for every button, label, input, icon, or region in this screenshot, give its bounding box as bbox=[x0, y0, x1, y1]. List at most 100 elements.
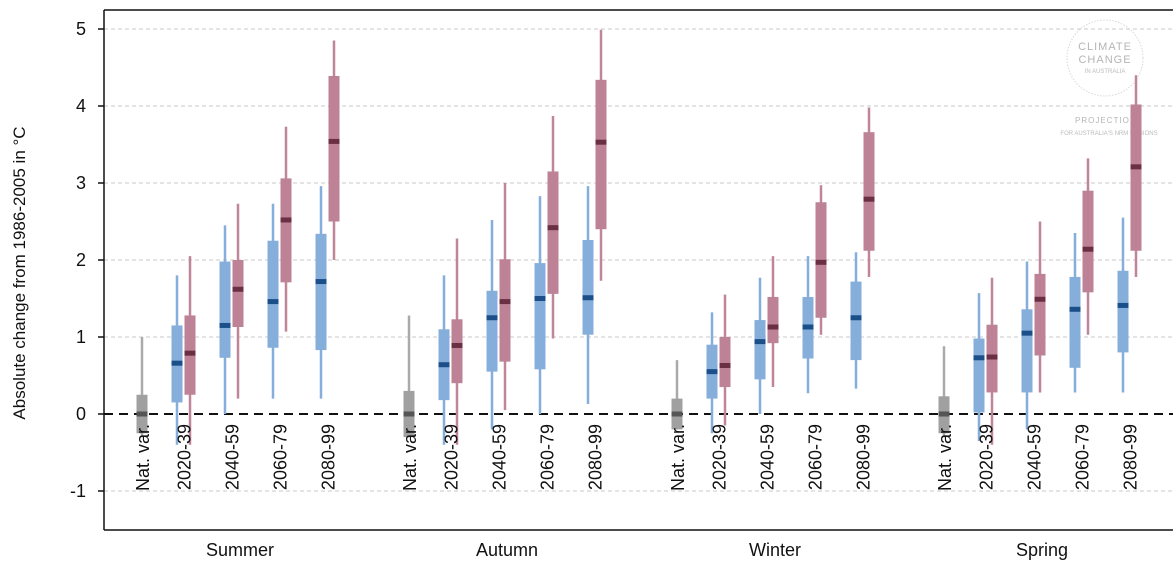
high-series-box bbox=[1130, 104, 1142, 251]
group-label: Winter bbox=[749, 540, 801, 560]
group-label: Autumn bbox=[476, 540, 538, 560]
category-label: 2040-59 bbox=[1025, 424, 1045, 490]
low-series-median bbox=[267, 299, 279, 305]
category-label: 2020-39 bbox=[442, 424, 462, 490]
low-series-median bbox=[754, 339, 766, 345]
high-series-box bbox=[863, 132, 875, 251]
high-series-median bbox=[719, 362, 731, 368]
y-tick-label: 0 bbox=[76, 404, 86, 424]
logo-ring bbox=[1066, 19, 1144, 97]
natvar-median bbox=[671, 411, 683, 417]
high-series-box bbox=[280, 178, 292, 283]
high-series-box bbox=[595, 79, 607, 230]
high-series-median bbox=[184, 350, 196, 356]
low-series-median bbox=[486, 315, 498, 321]
low-series-median bbox=[706, 369, 718, 375]
category-label: Nat. var. bbox=[935, 424, 955, 491]
category-label: Nat. var. bbox=[400, 424, 420, 491]
low-series-box bbox=[219, 261, 231, 358]
high-series-box bbox=[547, 171, 559, 294]
y-tick-label: 4 bbox=[76, 96, 86, 116]
high-series-median bbox=[328, 138, 340, 144]
low-series-box bbox=[1117, 270, 1129, 353]
high-series-box bbox=[328, 75, 340, 222]
category-label: 2080-99 bbox=[586, 424, 606, 490]
low-series-median bbox=[171, 360, 183, 366]
y-tick-label: 2 bbox=[76, 250, 86, 270]
high-series-median bbox=[815, 259, 827, 265]
y-tick-label: -1 bbox=[70, 481, 86, 501]
low-series-median bbox=[219, 322, 231, 328]
low-series-median bbox=[315, 279, 327, 285]
box-marks bbox=[136, 29, 1142, 445]
category-label: 2040-59 bbox=[490, 424, 510, 490]
y-tick-label: 3 bbox=[76, 173, 86, 193]
gridlines bbox=[104, 28, 1173, 492]
y-axis-label: Absolute change from 1986-2005 in °C bbox=[10, 126, 29, 419]
natvar-median bbox=[938, 411, 950, 417]
y-tick-label: 5 bbox=[76, 19, 86, 39]
category-label: 2060-79 bbox=[538, 424, 558, 490]
category-label: 2060-79 bbox=[271, 424, 291, 490]
logo-line-2: CHANGE bbox=[1078, 54, 1131, 66]
natvar-median bbox=[403, 411, 415, 417]
low-series-median bbox=[1069, 306, 1081, 312]
low-series-box bbox=[754, 320, 766, 380]
category-label: 2040-59 bbox=[223, 424, 243, 490]
logo-line-5: FOR AUSTRALIA'S NRM REGIONS bbox=[1060, 131, 1157, 137]
category-label: Nat. var. bbox=[668, 424, 688, 491]
low-series-median bbox=[582, 295, 594, 301]
logo-line-3: IN AUSTRALIA bbox=[1085, 69, 1126, 75]
low-series-median bbox=[1117, 302, 1129, 308]
category-label: 2060-79 bbox=[806, 424, 826, 490]
high-series-median bbox=[986, 354, 998, 360]
low-series-box bbox=[1021, 309, 1033, 393]
axes: -1 0 1 2 3 4 5 Nat. var. 2020-39 2040-59 2060-79 20… bbox=[70, 9, 1173, 560]
low-series-box bbox=[315, 233, 327, 351]
low-series-box bbox=[267, 240, 279, 348]
high-series-median bbox=[280, 217, 292, 223]
low-series-box bbox=[582, 239, 594, 335]
group-label: Spring bbox=[1016, 540, 1068, 560]
low-series-median bbox=[850, 315, 862, 321]
low-series-box bbox=[1069, 276, 1081, 368]
category-label: 2080-99 bbox=[319, 424, 339, 490]
low-series-median bbox=[438, 362, 450, 368]
high-series-median bbox=[595, 139, 607, 145]
category-label: Nat. var. bbox=[133, 424, 153, 491]
category-label: 2060-79 bbox=[1073, 424, 1093, 490]
high-series-median bbox=[863, 196, 875, 202]
high-series-box bbox=[767, 296, 779, 344]
high-series-median bbox=[1130, 164, 1142, 170]
high-series-box bbox=[451, 319, 463, 384]
category-label: 2020-39 bbox=[175, 424, 195, 490]
high-series-median bbox=[232, 286, 244, 292]
logo-line-4: PROJECTIONS bbox=[1075, 116, 1143, 125]
low-series-box bbox=[973, 338, 985, 413]
low-series-median bbox=[802, 324, 814, 330]
climate-change-logo-watermark: CLIMATE CHANGE IN AUSTRALIA PROJECTIONS … bbox=[1060, 19, 1158, 137]
high-series-box bbox=[1082, 190, 1094, 293]
category-label: 2040-59 bbox=[758, 424, 778, 490]
high-series-box bbox=[499, 259, 511, 362]
category-label: 2080-99 bbox=[854, 424, 874, 490]
low-series-median bbox=[973, 355, 985, 361]
low-series-box bbox=[486, 290, 498, 372]
high-series-median bbox=[767, 324, 779, 330]
logo-line-1: CLIMATE bbox=[1078, 41, 1132, 53]
group-label: Summer bbox=[206, 540, 274, 560]
high-series-median bbox=[547, 225, 559, 231]
low-series-median bbox=[1021, 330, 1033, 336]
category-label: 2020-39 bbox=[710, 424, 730, 490]
category-label: 2080-99 bbox=[1121, 424, 1141, 490]
high-series-median bbox=[451, 342, 463, 348]
low-series-box bbox=[534, 263, 546, 370]
high-series-median bbox=[499, 299, 511, 305]
low-series-box bbox=[850, 281, 862, 361]
high-series-box bbox=[719, 337, 731, 388]
high-series-box bbox=[232, 260, 244, 327]
low-series-median bbox=[534, 296, 546, 301]
y-tick-label: 1 bbox=[76, 327, 86, 347]
